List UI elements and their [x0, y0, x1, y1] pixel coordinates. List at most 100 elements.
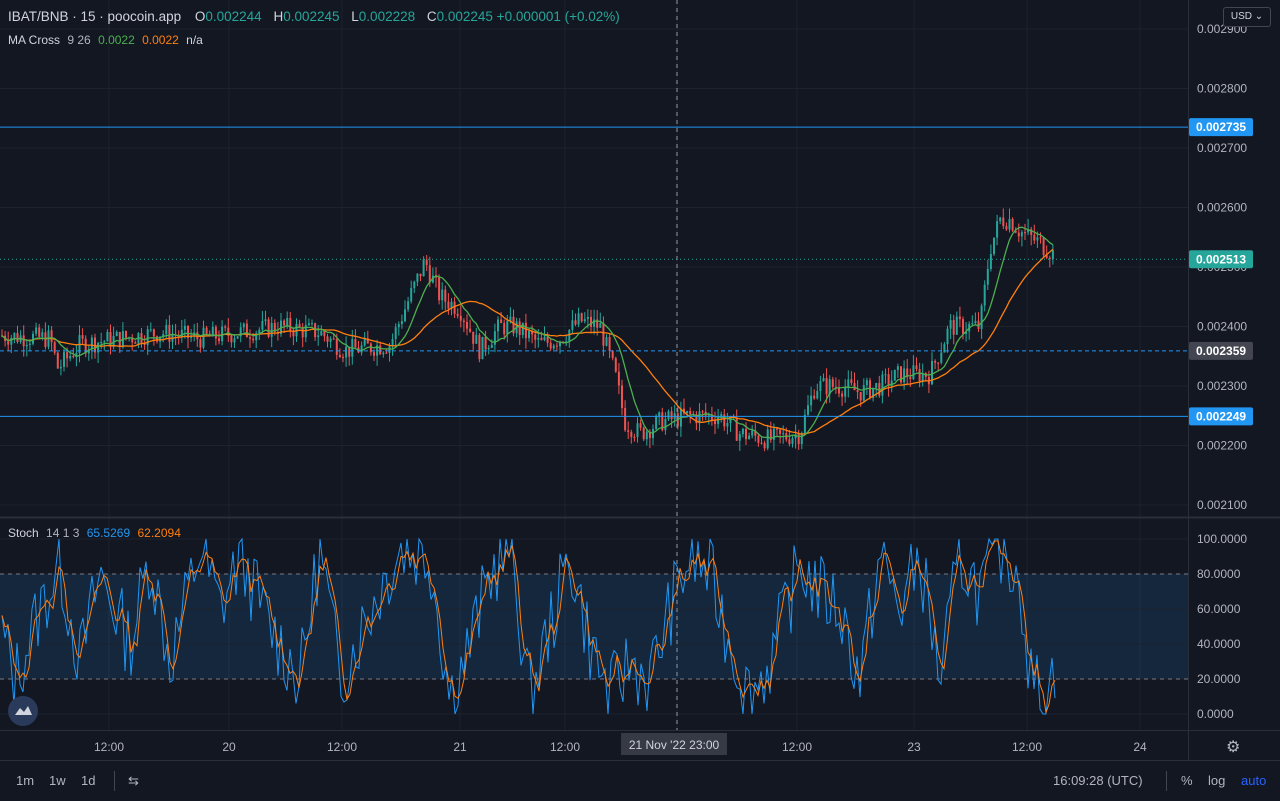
percent-scale-button[interactable]: % — [1181, 773, 1193, 788]
candle-body — [952, 320, 955, 335]
candle-body — [664, 418, 667, 431]
candle-body — [593, 319, 596, 327]
candle-body — [236, 336, 239, 339]
candle-body — [710, 414, 713, 421]
candle-body — [611, 351, 614, 359]
candle-body — [862, 385, 865, 401]
time-tick-label: 20 — [222, 740, 236, 754]
candle-body — [955, 316, 958, 335]
candle-body — [652, 428, 654, 439]
candle-body — [230, 335, 233, 343]
candle-body — [41, 332, 44, 337]
price-line-label-bg — [1189, 118, 1253, 137]
candle-body — [509, 316, 512, 322]
candle-body — [980, 305, 983, 329]
range-1w-button[interactable]: 1w — [49, 773, 66, 788]
stoch-name: Stoch — [8, 526, 39, 540]
candle-body — [872, 387, 875, 398]
candle-body — [180, 329, 183, 337]
candle-body — [94, 337, 96, 353]
candle-body — [221, 326, 224, 342]
low-label: L — [351, 9, 359, 24]
candle-body — [397, 324, 400, 328]
candle-body — [751, 430, 754, 436]
stoch-params: 14 1 3 — [46, 526, 80, 540]
high-value: 0.002245 — [283, 9, 340, 24]
candle-body — [686, 411, 689, 414]
stoch-band — [0, 574, 1188, 679]
candle-body — [149, 329, 152, 331]
candle-body — [590, 316, 592, 327]
range-1m-button[interactable]: 1m — [16, 773, 35, 788]
tradingview-logo-icon[interactable] — [8, 696, 38, 726]
candle-body — [242, 323, 245, 328]
candle-body — [425, 259, 428, 266]
candle-body — [648, 431, 651, 439]
candle-body — [475, 334, 478, 344]
candle-body — [642, 427, 645, 440]
chart-canvas[interactable]: 0.0021000.0022000.0023000.0024000.002500… — [0, 0, 1280, 760]
candle-body — [7, 341, 10, 345]
candle-body — [379, 345, 382, 355]
auto-scale-button[interactable]: auto — [1241, 773, 1267, 788]
candle-body — [996, 221, 999, 238]
ma-slow-line — [1, 248, 1054, 435]
candle-body — [459, 315, 462, 321]
candle-body — [84, 338, 87, 354]
candle-body — [918, 369, 921, 382]
bottom-toolbar: 1m 1w 1d ⇆ 16:09:28 (UTC) % log auto — [0, 760, 1280, 801]
candle-body — [822, 378, 825, 382]
candle-body — [1014, 230, 1017, 233]
price-line-label: 0.002359 — [1196, 344, 1246, 358]
crosshair-time-bg — [621, 733, 727, 755]
candle-body — [772, 428, 775, 440]
candle-body — [267, 319, 270, 337]
candle-body — [444, 289, 447, 302]
candle-body — [903, 368, 906, 383]
candle-body — [335, 338, 338, 355]
candle-body — [723, 414, 726, 427]
candle-body — [118, 332, 121, 348]
candle-body — [568, 329, 571, 342]
candle-body — [162, 334, 165, 337]
candle-body — [701, 411, 704, 413]
ma-legend[interactable]: MA Cross 9 26 0.0022 0.0022 n/a — [8, 33, 207, 47]
candle-body — [422, 259, 425, 277]
candle-body — [844, 388, 847, 397]
candle-body — [50, 330, 53, 343]
candle-body — [940, 352, 943, 363]
candle-body — [165, 324, 168, 335]
candle-body — [255, 333, 258, 341]
symbol-title[interactable]: IBAT/BNB · 15 · poocoin.app — [8, 9, 182, 24]
stoch-d-line — [1, 540, 1056, 715]
candle-body — [518, 321, 521, 336]
clock-time[interactable]: 16:09:28 (UTC) — [1053, 773, 1143, 788]
stoch-legend[interactable]: Stoch 14 1 3 65.5269 62.2094 — [8, 526, 185, 540]
candle-body — [233, 338, 236, 343]
currency-button[interactable]: USD ⌄ — [1223, 7, 1271, 27]
candle-body — [847, 379, 850, 389]
candle-body — [503, 323, 506, 335]
candle-body — [100, 342, 103, 344]
candle-body — [146, 329, 149, 345]
candle-body — [788, 439, 791, 445]
stoch-tick-label: 20.0000 — [1197, 672, 1241, 686]
candle-body — [958, 316, 961, 320]
gear-icon[interactable]: ⚙ — [1226, 739, 1241, 756]
candle-body — [983, 284, 986, 306]
price-line-label-bg — [1189, 341, 1253, 360]
candle-body — [103, 341, 106, 343]
price-tick-label: 0.002200 — [1197, 439, 1247, 453]
candle-body — [521, 322, 524, 336]
candle-body — [621, 385, 623, 409]
candle-body — [1011, 218, 1014, 231]
candle-body — [258, 329, 261, 334]
candle-body — [931, 360, 933, 385]
candle-body — [707, 414, 710, 416]
price-tick-label: 0.002600 — [1197, 201, 1247, 215]
date-range-icon[interactable]: ⇆ — [128, 773, 139, 788]
range-1d-button[interactable]: 1d — [81, 773, 96, 788]
candle-body — [283, 320, 286, 326]
candle-body — [366, 338, 369, 344]
log-scale-button[interactable]: log — [1208, 773, 1226, 788]
